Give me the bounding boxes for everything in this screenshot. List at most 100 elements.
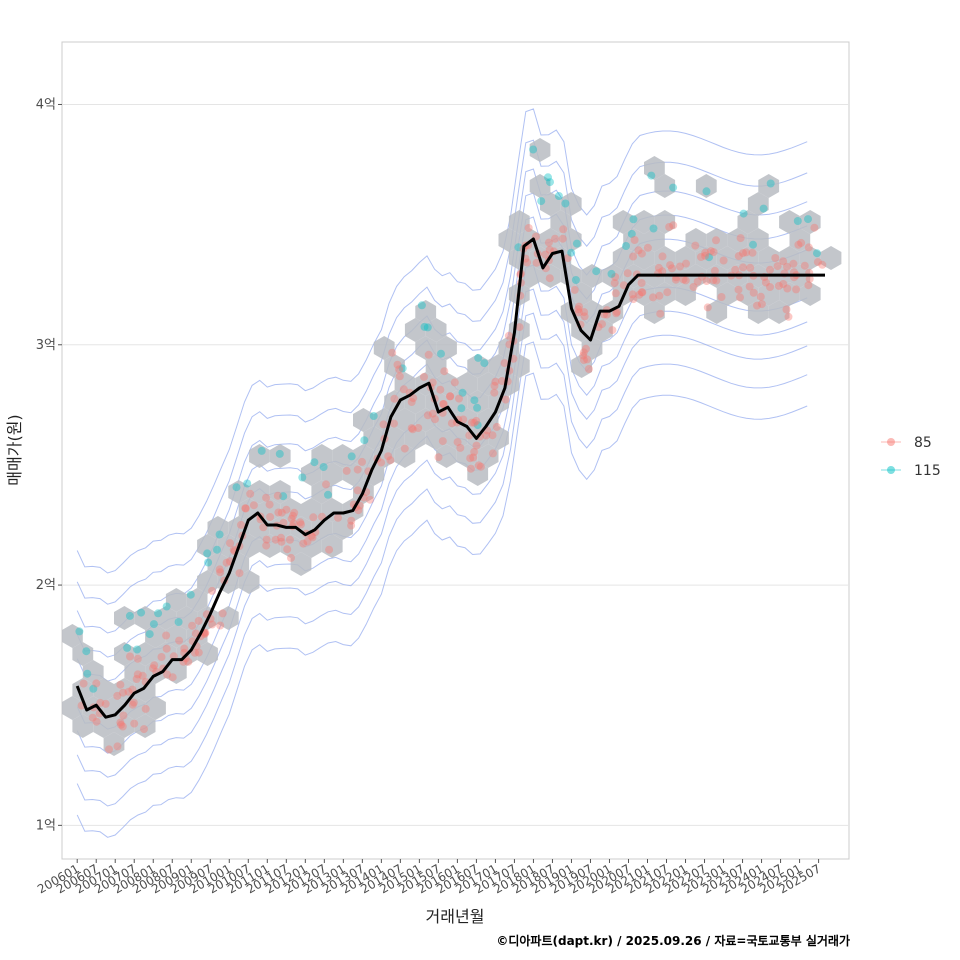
- point-85: [584, 365, 593, 373]
- hexbin-cell: [72, 678, 94, 702]
- hexbin-cell: [93, 714, 114, 738]
- point-85: [500, 359, 509, 368]
- point-85: [162, 644, 171, 653]
- hexbin-cell: [415, 408, 437, 432]
- point-85: [666, 261, 675, 270]
- point-85: [504, 331, 513, 340]
- point-85: [482, 431, 491, 440]
- hexbin-cell: [644, 300, 665, 324]
- hexbin-cell: [581, 264, 603, 288]
- point-85: [428, 409, 437, 418]
- hexbin-cell: [675, 246, 696, 270]
- point-85: [283, 545, 292, 554]
- point-85: [818, 260, 827, 269]
- hexbin-cell: [311, 444, 333, 468]
- hexbin-cell: [72, 714, 94, 738]
- hexbin-cell: [384, 354, 405, 378]
- point-85: [149, 664, 157, 673]
- point-115: [473, 403, 482, 412]
- hexbin-cell: [384, 426, 405, 450]
- point-85: [490, 381, 499, 390]
- point-85: [782, 305, 791, 314]
- point-115: [766, 179, 775, 188]
- point-115: [75, 627, 84, 636]
- point-85: [96, 698, 105, 707]
- point-85: [92, 717, 101, 726]
- hexbin-cell: [332, 516, 353, 540]
- hexbin-cell: [529, 138, 551, 162]
- point-85: [551, 234, 559, 243]
- point-85: [400, 444, 409, 453]
- hexbin-cell: [311, 480, 333, 504]
- hexbin-cell: [675, 282, 696, 306]
- point-85: [630, 236, 639, 244]
- hexbin-cell: [498, 228, 520, 252]
- point-85: [654, 263, 663, 272]
- point-85: [676, 262, 684, 271]
- point-85: [277, 533, 285, 542]
- hexbin-cell: [446, 426, 468, 450]
- point-115: [544, 173, 552, 182]
- point-85: [395, 372, 404, 381]
- point-85: [629, 295, 638, 304]
- point-85: [559, 225, 568, 234]
- hexbin-cell: [779, 210, 800, 234]
- point-115: [627, 229, 636, 238]
- point-115: [705, 253, 713, 262]
- point-85: [325, 545, 334, 554]
- point-85: [129, 698, 138, 707]
- hexbin-cell: [165, 624, 187, 648]
- point-85: [116, 718, 125, 727]
- point-85: [656, 309, 665, 318]
- point-85: [739, 249, 747, 258]
- point-85: [308, 533, 317, 542]
- hexbin-cell: [259, 534, 281, 558]
- point-85: [719, 256, 728, 265]
- hexbin-cell: [176, 606, 198, 630]
- point-85: [222, 558, 231, 567]
- y-tick-label: 1억: [36, 818, 56, 833]
- point-85: [133, 654, 142, 663]
- point-85: [766, 283, 774, 291]
- point-115: [186, 590, 195, 599]
- point-85: [297, 520, 305, 529]
- point-115: [162, 602, 171, 611]
- point-85: [472, 441, 481, 450]
- point-85: [663, 288, 672, 297]
- point-85: [407, 398, 416, 406]
- hexbin-cell: [727, 228, 748, 252]
- point-85: [420, 372, 428, 381]
- point-115: [154, 609, 163, 618]
- point-85: [574, 308, 583, 317]
- point-85: [287, 514, 296, 523]
- hexbin-cell: [654, 246, 676, 270]
- hexbin-cell: [134, 642, 156, 666]
- point-115: [174, 618, 183, 626]
- point-85: [113, 742, 122, 751]
- point-85: [440, 367, 449, 376]
- hexbin-cell: [612, 246, 634, 270]
- point-85: [736, 293, 744, 302]
- point-115: [739, 209, 748, 218]
- point-85: [682, 259, 690, 268]
- hexbin-cell: [644, 228, 665, 252]
- point-85: [105, 745, 113, 754]
- hexbin-cell: [540, 264, 561, 288]
- point-115: [213, 545, 221, 554]
- point-85: [570, 285, 579, 294]
- point-85: [92, 679, 101, 688]
- point-85: [138, 671, 147, 680]
- point-85: [736, 234, 745, 243]
- point-85: [215, 565, 224, 574]
- point-85: [130, 719, 139, 728]
- y-axis-title: 매매가(원): [5, 414, 24, 485]
- point-115: [437, 349, 445, 358]
- point-85: [579, 356, 588, 365]
- point-115: [537, 197, 546, 206]
- point-85: [180, 644, 189, 653]
- point-85: [409, 394, 418, 403]
- hexbin-cell: [342, 462, 364, 486]
- point-115: [514, 243, 523, 252]
- point-85: [701, 251, 710, 260]
- point-85: [655, 291, 664, 300]
